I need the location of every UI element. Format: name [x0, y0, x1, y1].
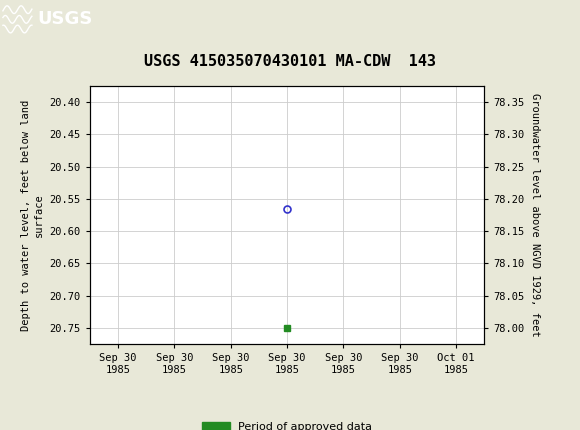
- Y-axis label: Depth to water level, feet below land
surface: Depth to water level, feet below land su…: [21, 99, 44, 331]
- Y-axis label: Groundwater level above NGVD 1929, feet: Groundwater level above NGVD 1929, feet: [530, 93, 540, 337]
- Legend: Period of approved data: Period of approved data: [197, 417, 377, 430]
- Text: USGS 415035070430101 MA-CDW  143: USGS 415035070430101 MA-CDW 143: [144, 54, 436, 69]
- Text: USGS: USGS: [38, 10, 93, 28]
